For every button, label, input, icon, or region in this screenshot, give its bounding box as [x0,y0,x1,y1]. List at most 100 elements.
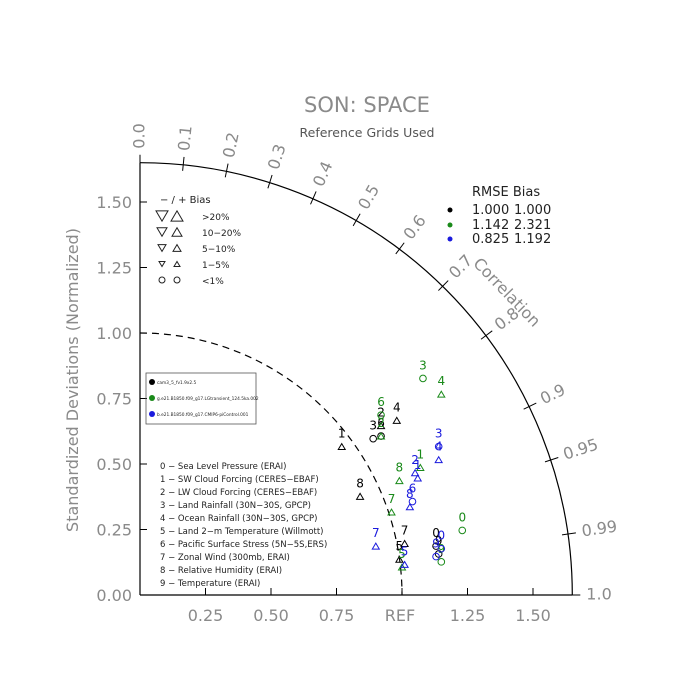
point-marker [400,539,409,547]
correlation-tick-mark [395,248,400,255]
point-label: 3 [419,358,427,372]
bias-down-triangle-icon [156,227,168,238]
point-marker [376,432,386,440]
point-label: 9 [435,534,443,548]
case-legend-dot [149,395,155,401]
point-label: 8 [406,487,414,501]
bias-legend-row: 10−20% [202,229,241,239]
point-label: 5 [396,539,404,553]
correlation-arc [139,162,573,596]
case-legend: cam3_5_fv1.9x2.5 g.e21.B1850.f09_g17.LGt… [145,372,259,425]
variable-legend-item: 8 − Relative Humidity (ERAI) [160,566,282,576]
case-legend-name: g.e21.B1850.f09_g17.LGtransient_124.5ka.… [157,396,259,402]
rmse-legend-bias: 1.192 [514,232,551,247]
point-label: 7 [388,492,396,506]
bias-down-triangle-icon [155,210,169,223]
rmse-legend-rmse: 1.142 [472,218,509,233]
point-label: 0 [432,526,440,540]
point-marker [369,434,377,443]
correlation-tick-mark [267,182,271,189]
bias-up-triangle-icon [170,209,184,222]
point-marker [405,502,415,511]
point-label: 4 [435,440,443,454]
point-marker [432,552,440,561]
point-marker [434,442,443,451]
std-tick-label: 0.50 [96,455,132,474]
variable-legend-item: 9 − Temperature (ERAI) [160,579,260,589]
rmse-legend-dot [447,222,453,228]
correlation-tick-label: 0.9 [537,380,568,408]
std-tick-label: 0.25 [96,521,132,540]
point-marker [436,390,446,398]
bias-down-triangle-icon [158,260,166,268]
std-ticks: 0.00 0.25 0.50 0.75 1.00 1.25 1.50 [96,193,147,605]
point-label: 3 [369,419,377,433]
variable-legend-item: 6 − Pacific Surface Stress (5N−5S,ERS) [160,540,327,550]
bias-circle-icon [158,276,166,284]
point-label: 2 [377,416,385,430]
std-tick-label: 0.75 [96,390,132,409]
correlation-tick-mark [352,220,357,227]
point-label: 0 [437,529,445,543]
correlation-tick-label: 0.2 [219,131,243,160]
point-marker [437,544,446,553]
std-tick-label: 1.50 [96,193,132,212]
correlation-tick-mark [398,242,405,250]
correlation-tick-mark [561,533,569,536]
point-marker [392,416,402,424]
correlation-tick-label: 0.4 [309,158,337,189]
point-label: 6 [409,482,417,496]
x-tick-label: 1.25 [450,606,486,625]
x-tick-label: 0.50 [253,606,289,625]
correlation-tick-mark [312,191,317,199]
rmse-legend-dot [447,236,453,242]
correlation-tick-label: 0.5 [354,181,383,213]
point-marker [413,474,423,482]
point-label: 7 [372,526,380,540]
point-marker [337,442,347,451]
point-marker [410,468,420,477]
point-marker [376,421,386,430]
x-tick-label: 0.75 [319,606,355,625]
correlation-tick-mark [567,532,576,535]
bias-up-triangle-icon [172,243,182,252]
point-label: 9 [432,537,440,551]
y-axis-label: Standardized Deviations (Normalized) [63,228,82,532]
bias-legend-header: − / + Bias [160,195,211,206]
correlation-tick-label: 0.95 [561,435,601,464]
case-legend-name: cam3_5_fv1.9x2.5 [157,380,196,386]
correlation-tick-mark [544,459,551,463]
correlation-tick-mark [269,174,273,183]
case-legend-dot [149,411,155,417]
point-label: 4 [393,400,401,414]
x-ticks: 0.25 0.50 0.75 1.25 1.50 [188,588,551,625]
std-tick-label: 1.25 [96,259,132,278]
bias-up-triangle-icon [173,260,181,268]
bias-legend-symbols [155,209,184,284]
correlation-tick-label: 0.1 [174,125,195,152]
case-legend-box [145,372,257,425]
bias-circle-icon [173,276,181,284]
point-label: 8 [396,461,404,475]
bias-legend-row: 1−5% [202,261,230,271]
correlation-tick-label: 1.0 [586,585,611,604]
point-marker [395,476,404,485]
variable-legend-item: 2 − LW Cloud Forcing (CERES−EBAF) [160,488,317,498]
correlation-tick-label: 0.6 [399,211,429,243]
point-marker [355,492,365,500]
bias-down-triangle-icon [157,244,167,253]
correlation-tick-mark [528,402,537,408]
point-marker [387,508,396,516]
chart-frame [139,162,573,596]
correlation-tick-mark [310,198,314,205]
variable-legend-item: 3 − Land Rainfall (30N−30S, GPCP) [160,501,311,511]
point-label: 5 [401,544,409,558]
point-label: 2 [411,453,419,467]
correlation-tick-mark [550,457,559,461]
reference-arc [139,332,403,596]
rmse-legend-bias: 1.000 [514,203,551,218]
point-label: 6 [377,416,385,430]
correlation-tick-mark [480,335,487,340]
variable-legend: 0 − Sea Level Pressure (ERAI) 1 − SW Clo… [160,462,327,589]
